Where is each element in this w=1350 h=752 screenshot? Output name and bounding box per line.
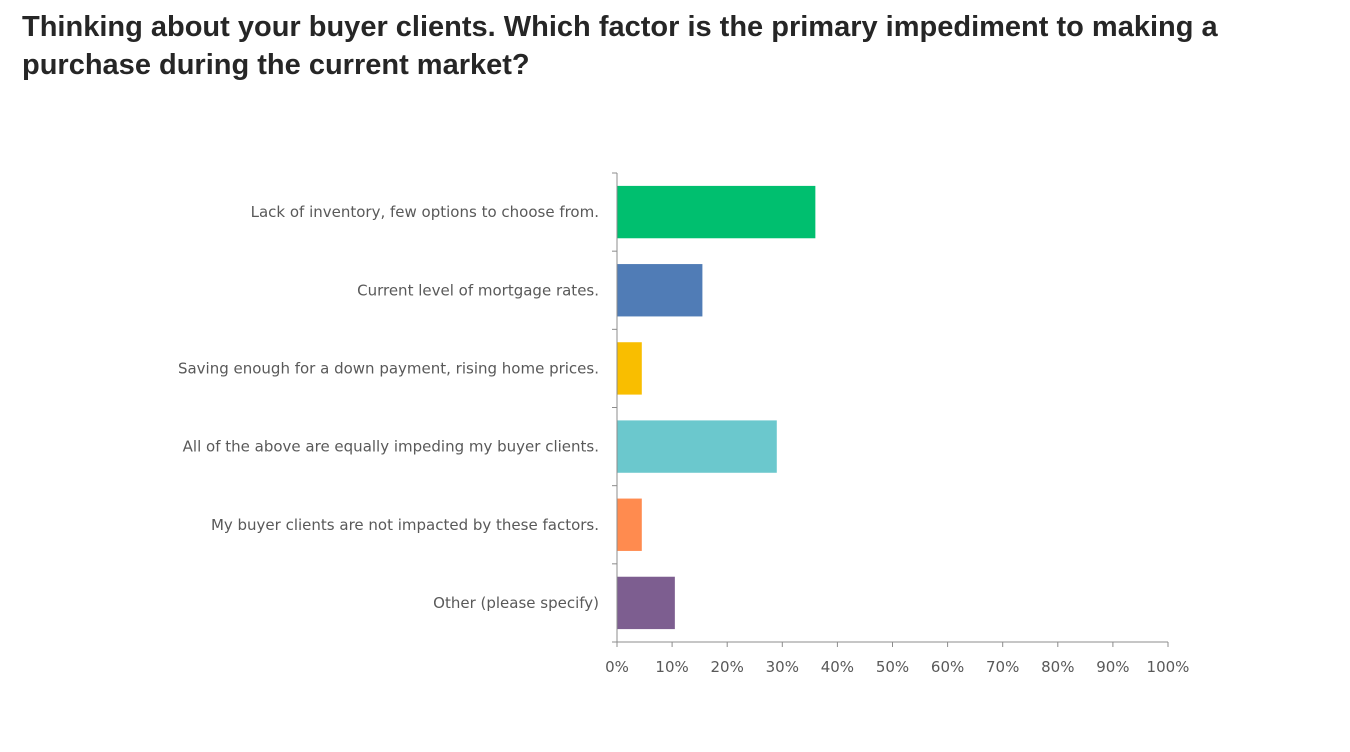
x-tick-label: 10% xyxy=(655,658,688,676)
x-tick-label: 70% xyxy=(986,658,1019,676)
x-tick-label: 20% xyxy=(711,658,744,676)
category-label-4: All of the above are equally impeding my… xyxy=(183,438,599,456)
x-tick-label: 50% xyxy=(876,658,909,676)
category-label-2: Current level of mortgage rates. xyxy=(357,281,599,299)
category-label-6: Other (please specify) xyxy=(433,594,599,612)
x-tick-label: 90% xyxy=(1096,658,1129,676)
bar-2 xyxy=(617,264,703,317)
x-tick-label: 30% xyxy=(766,658,799,676)
x-tick-label: 40% xyxy=(821,658,854,676)
x-tick-label: 80% xyxy=(1041,658,1074,676)
x-tick-label: 60% xyxy=(931,658,964,676)
bar-4 xyxy=(617,420,777,473)
bar-6 xyxy=(617,576,675,630)
category-label-5: My buyer clients are not impacted by the… xyxy=(211,516,599,534)
category-label-1: Lack of inventory, few options to choose… xyxy=(251,203,599,221)
x-tick-label: 100% xyxy=(1147,658,1190,676)
x-tick-label: 0% xyxy=(605,658,629,676)
bar-5 xyxy=(617,498,642,551)
bar-3 xyxy=(617,342,642,395)
category-label-3: Saving enough for a down payment, rising… xyxy=(178,359,599,377)
bar-1 xyxy=(617,185,816,239)
chart-title: Thinking about your buyer clients. Which… xyxy=(22,11,1218,81)
